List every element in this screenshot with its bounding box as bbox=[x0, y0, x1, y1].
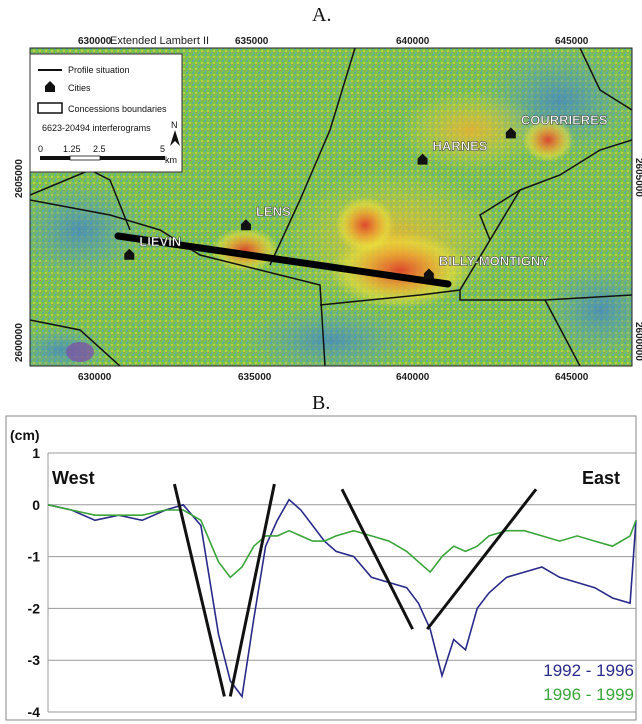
city-legend-icon bbox=[45, 81, 55, 92]
city-label: LIEVIN bbox=[139, 234, 181, 249]
legend-item-cities: Cities bbox=[68, 83, 91, 93]
svg-text:5: 5 bbox=[160, 144, 165, 154]
panel-b-label: B. bbox=[312, 392, 331, 414]
y-tick-1: 2605000 bbox=[14, 159, 25, 198]
x-tick-top-3: 640000 bbox=[396, 36, 430, 47]
city-marker-icon bbox=[423, 268, 434, 280]
x-tick-top-2: 635000 bbox=[235, 36, 269, 47]
city-marker-icon bbox=[417, 153, 428, 165]
boundary-legend-icon bbox=[37, 102, 63, 114]
x-tick-bottom-4: 645000 bbox=[555, 372, 589, 383]
profile-line bbox=[114, 232, 452, 288]
map-legend: Profile situation Cities Concessions bou… bbox=[29, 53, 183, 173]
city-marker-icon bbox=[505, 127, 516, 139]
right-tick-2: 2600000 bbox=[633, 322, 642, 361]
svg-text:km: km bbox=[165, 155, 177, 165]
projection-label: Extended Lambert II bbox=[110, 35, 209, 47]
right-tick-1: 2605000 bbox=[633, 158, 642, 197]
legend-item-concessions: Concessions boundaries bbox=[68, 104, 167, 114]
city-label: BILLY-MONTIGNY bbox=[439, 253, 549, 268]
x-tick-bottom-1: 630000 bbox=[78, 372, 112, 383]
x-tick-top-1: 630000 bbox=[78, 36, 112, 47]
x-tick-bottom-2: 635000 bbox=[238, 372, 272, 383]
city-marker-icon bbox=[124, 248, 135, 260]
north-arrow-icon: N bbox=[170, 120, 180, 146]
scale-bar: 0 1.25 2.5 5 km bbox=[38, 144, 177, 165]
legend-item-profile: Profile situation bbox=[68, 65, 130, 75]
x-tick-bottom-3: 640000 bbox=[396, 372, 430, 383]
svg-text:N: N bbox=[171, 120, 178, 130]
svg-text:1.25: 1.25 bbox=[63, 144, 81, 154]
legend-item-interferograms: 6623-20494 interferograms bbox=[42, 123, 151, 133]
map-raster bbox=[30, 48, 632, 366]
city-label: LENS bbox=[256, 204, 291, 219]
city-marker-icon bbox=[240, 219, 251, 231]
city-label: COURRIERES bbox=[521, 112, 608, 127]
x-tick-top-4: 645000 bbox=[555, 36, 589, 47]
city-label: HARNES bbox=[433, 139, 488, 154]
svg-text:2.5: 2.5 bbox=[93, 144, 106, 154]
cities-layer: LIEVIN LENS HARNES COURRIERES BILLY-MONTIGNY bbox=[124, 112, 608, 280]
svg-text:0: 0 bbox=[38, 144, 43, 154]
panel-a-label: A. bbox=[312, 4, 332, 26]
y-tick-2: 2600000 bbox=[14, 323, 25, 362]
